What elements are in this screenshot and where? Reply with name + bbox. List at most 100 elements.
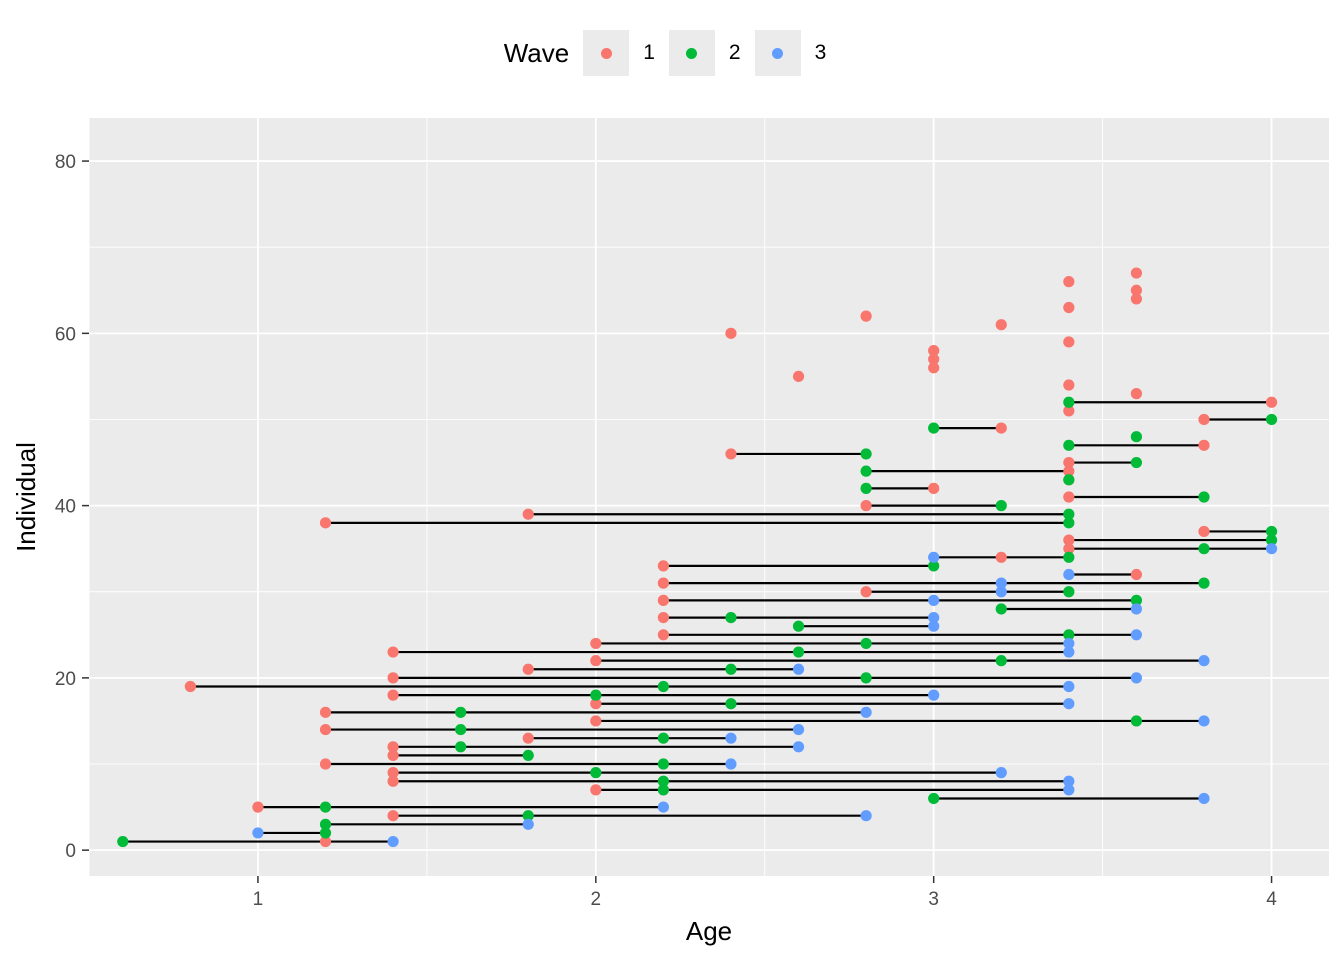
data-point-wave-2 — [657, 758, 669, 770]
data-point-wave-3 — [1130, 603, 1143, 615]
legend-dot-1 — [600, 47, 612, 59]
data-point-wave-1 — [1063, 301, 1075, 314]
legend-label-1: 1 — [643, 41, 655, 64]
x-tick-label: 2 — [591, 889, 602, 910]
data-point-wave-3 — [725, 758, 737, 770]
data-point-wave-2 — [522, 749, 534, 762]
data-point-wave-3 — [387, 835, 399, 848]
data-point-wave-2 — [319, 801, 332, 813]
data-point-wave-1 — [319, 758, 332, 770]
data-point-wave-3 — [995, 577, 1007, 589]
data-point-wave-2 — [1063, 396, 1075, 408]
legend-key-3 — [754, 30, 801, 76]
data-point-wave-1 — [928, 344, 940, 357]
data-point-wave-3 — [792, 723, 805, 736]
data-point-wave-2 — [455, 706, 467, 718]
data-point-wave-2 — [455, 741, 467, 753]
data-point-wave-2 — [657, 775, 669, 787]
data-point-wave-3 — [657, 801, 669, 813]
y-tick-label: 40 — [55, 497, 76, 518]
y-tick-label: 60 — [55, 324, 76, 345]
data-point-wave-2 — [1130, 594, 1143, 606]
data-point-wave-1 — [590, 637, 602, 650]
data-point-wave-3 — [1063, 775, 1075, 787]
data-point-wave-1 — [928, 362, 940, 374]
data-point-wave-1 — [725, 448, 737, 460]
data-point-wave-1 — [319, 706, 332, 718]
data-point-wave-2 — [590, 767, 602, 779]
data-point-wave-1 — [1063, 379, 1075, 391]
data-point-wave-1 — [319, 835, 332, 848]
data-point-wave-2 — [725, 698, 737, 710]
data-point-wave-2 — [522, 810, 534, 822]
data-point-wave-1 — [1130, 267, 1143, 279]
data-point-wave-3 — [928, 594, 940, 606]
data-point-wave-2 — [928, 560, 940, 572]
y-axis-title: Individual — [11, 442, 41, 552]
data-point-wave-1 — [387, 689, 399, 701]
data-point-wave-1 — [1063, 405, 1075, 417]
data-point-wave-1 — [590, 784, 602, 796]
data-point-wave-3 — [928, 620, 940, 632]
data-point-wave-1 — [1130, 284, 1143, 296]
data-point-wave-3 — [860, 810, 872, 822]
data-point-wave-1 — [590, 715, 602, 727]
data-point-wave-2 — [657, 732, 669, 744]
data-point-wave-2 — [928, 792, 940, 805]
data-point-wave-1 — [995, 422, 1007, 434]
data-point-wave-2 — [117, 835, 129, 848]
data-point-wave-1 — [860, 310, 872, 322]
data-point-wave-2 — [455, 723, 467, 736]
data-point-wave-1 — [1265, 396, 1278, 408]
data-point-wave-3 — [725, 732, 737, 744]
data-point-wave-3 — [1130, 629, 1143, 641]
data-point-wave-1 — [387, 767, 399, 779]
data-point-wave-2 — [1265, 534, 1278, 546]
data-point-wave-3 — [792, 741, 805, 753]
data-point-wave-2 — [725, 663, 737, 675]
data-point-wave-2 — [1198, 491, 1210, 503]
data-point-wave-1 — [657, 577, 669, 589]
legend-key-1 — [583, 30, 630, 76]
data-point-wave-2 — [1265, 413, 1278, 426]
data-point-wave-3 — [928, 689, 940, 701]
data-point-wave-1 — [319, 723, 332, 736]
data-point-wave-1 — [252, 801, 264, 813]
data-point-wave-2 — [1063, 517, 1075, 529]
data-point-wave-1 — [387, 646, 399, 658]
data-point-wave-1 — [522, 663, 534, 675]
data-point-wave-2 — [860, 482, 872, 494]
x-tick-label: 1 — [253, 889, 264, 910]
data-point-wave-1 — [995, 551, 1007, 563]
data-point-wave-1 — [928, 482, 940, 494]
data-point-wave-2 — [1063, 551, 1075, 563]
data-point-wave-1 — [319, 517, 332, 529]
data-point-wave-1 — [387, 741, 399, 753]
data-point-wave-3 — [1198, 792, 1210, 805]
data-point-wave-1 — [387, 775, 399, 787]
data-point-wave-3 — [1130, 672, 1143, 684]
data-point-wave-2 — [1063, 586, 1075, 598]
data-point-wave-3 — [1063, 646, 1075, 658]
legend-item-3: 3 — [754, 30, 839, 76]
data-point-wave-2 — [657, 680, 669, 693]
y-tick-label: 80 — [55, 152, 76, 173]
data-point-wave-1 — [1130, 568, 1143, 581]
data-point-wave-2 — [995, 603, 1007, 615]
data-point-wave-1 — [387, 672, 399, 684]
x-tick-label: 3 — [928, 889, 939, 910]
data-point-wave-1 — [1063, 456, 1075, 469]
data-point-wave-1 — [928, 353, 940, 365]
data-point-wave-1 — [522, 732, 534, 744]
data-point-wave-2 — [1063, 474, 1075, 486]
points-layer — [117, 267, 1278, 848]
data-point-wave-3 — [1198, 715, 1210, 727]
data-point-wave-2 — [1130, 431, 1143, 443]
data-point-wave-2 — [657, 784, 669, 796]
data-point-wave-1 — [184, 680, 196, 693]
data-point-wave-1 — [1063, 465, 1075, 477]
data-point-wave-1 — [860, 586, 872, 598]
data-point-wave-3 — [1198, 655, 1210, 667]
data-point-wave-2 — [1063, 629, 1075, 641]
